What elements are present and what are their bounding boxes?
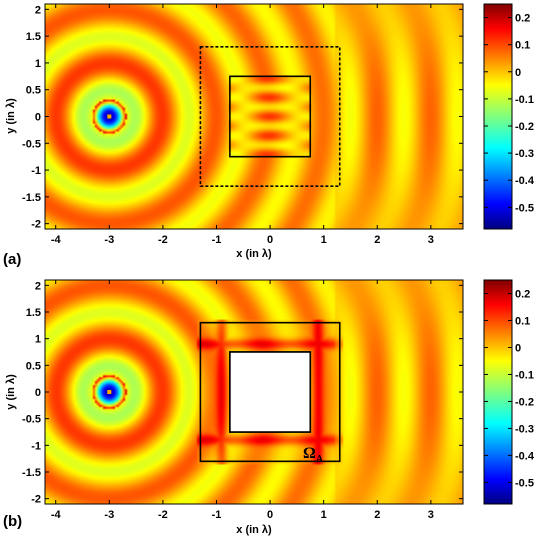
colorbar-tick-label-b-0: 0.2 — [515, 288, 530, 300]
colorbar-tick-label-b-5: -0.3 — [515, 423, 534, 435]
y-tick-label-a-3: 0.5 — [26, 85, 41, 97]
x-tick-label-b-0: -4 — [51, 509, 62, 521]
colorbar-tick-label-b-4: -0.2 — [515, 396, 534, 408]
colorbar-tick-label-b-7: -0.5 — [515, 477, 534, 489]
colorbar-tick-label-b-2: 0 — [515, 342, 521, 354]
panel-label-b: (b) — [3, 513, 22, 530]
colorbar-tick-label-a-7: -0.5 — [515, 202, 534, 214]
colorbar-tick-label-b-3: -0.1 — [515, 369, 534, 381]
x-tick-label-b-2: -2 — [158, 509, 168, 521]
region-label: ΩA — [303, 445, 324, 465]
heatmap-a — [45, 4, 463, 229]
x-tick-label-a-6: 2 — [374, 234, 380, 246]
y-tick-label-b-8: -2 — [31, 494, 41, 506]
x-tick-label-a-2: -2 — [158, 234, 168, 246]
colorbar-gradient-a — [483, 3, 513, 230]
x-tick-label-b-6: 2 — [374, 509, 380, 521]
y-tick-label-a-4: 0 — [35, 112, 41, 124]
boxes-b — [199, 321, 341, 463]
source-marker-b — [107, 390, 112, 394]
y-tick-label-a-0: 2 — [35, 4, 41, 16]
x-tick-label-a-7: 3 — [428, 234, 434, 246]
colorbar-tick-label-a-6: -0.4 — [515, 175, 535, 187]
x-tick-label-a-1: -3 — [104, 234, 114, 246]
x-tick-label-a-4: 0 — [267, 234, 273, 246]
y-tick-label-b-7: -1.5 — [22, 467, 41, 479]
colorbar-gradient-b — [483, 279, 513, 505]
colorbar-tick-label-a-5: -0.3 — [515, 148, 534, 160]
x-axis-a: -4 -3 -2 -1 0 1 2 3 — [51, 4, 434, 246]
y-tick-label-a-5: -0.5 — [22, 138, 41, 150]
cloak-region-b — [229, 351, 312, 433]
y-axis-b: 2 1.5 1 0.5 0 -0.5 -1 -1.5 -2 — [22, 280, 463, 506]
x-tick-label-a-3: -1 — [212, 234, 222, 246]
colorbar-tick-label-a-0: 0.2 — [515, 13, 530, 25]
x-tick-label-b-1: -3 — [104, 509, 114, 521]
colorbar-tick-label-b-6: -0.4 — [515, 450, 535, 462]
y-tick-label-a-2: 1 — [35, 58, 41, 70]
x-axis-b: -4 -3 -2 -1 0 1 2 3 — [51, 280, 434, 521]
y-tick-label-b-0: 2 — [35, 280, 41, 292]
x-axis-label-b: x (in λ) — [236, 524, 272, 536]
region-box-a-1 — [199, 46, 341, 187]
y-tick-label-b-5: -0.5 — [22, 414, 41, 426]
colorbar-a: 0.2 0.1 0 -0.1 -0.2 -0.3 -0.4 -0.5 — [483, 3, 535, 230]
y-tick-label-a-8: -2 — [31, 219, 41, 231]
panel-a: -4 -3 -2 -1 0 1 2 3 2 1.5 1 0.5 0 -0.5 -1 -1.5 -2 x (in… — [3, 3, 535, 268]
colorbar-tick-label-a-3: -0.1 — [515, 94, 534, 106]
y-tick-label-a-1: 1.5 — [26, 31, 41, 43]
colorbar-ticks-b: 0.2 0.1 0 -0.1 -0.2 -0.3 -0.4 -0.5 — [484, 288, 535, 489]
y-tick-label-b-2: 1 — [35, 334, 41, 346]
y-tick-label-a-7: -1.5 — [22, 192, 41, 204]
x-axis-label-a: x (in λ) — [236, 248, 272, 260]
y-axis-a: 2 1.5 1 0.5 0 -0.5 -1 -1.5 -2 — [22, 4, 463, 231]
x-tick-label-b-7: 3 — [428, 509, 434, 521]
field-map-a — [45, 4, 463, 229]
y-tick-label-b-1: 1.5 — [26, 307, 41, 319]
region-box-b-0 — [199, 321, 341, 463]
panel-label-a: (a) — [3, 251, 21, 268]
x-tick-label-b-3: -1 — [212, 509, 222, 521]
boxes-a — [199, 46, 341, 187]
panel-b: ΩA -4 -3 -2 -1 0 1 2 3 2 1.5 1 0.5 0 -0.5 -1 -1.5 -2 x … — [3, 279, 535, 536]
colorbar-ticks-a: 0.2 0.1 0 -0.1 -0.2 -0.3 -0.4 -0.5 — [484, 13, 535, 214]
y-axis-label-b: y (in λ) — [5, 374, 17, 410]
colorbar-b: 0.2 0.1 0 -0.1 -0.2 -0.3 -0.4 -0.5 — [483, 279, 535, 505]
y-axis-label-a: y (in λ) — [5, 98, 17, 134]
x-tick-label-a-5: 1 — [321, 234, 327, 246]
colorbar-tick-label-a-1: 0.1 — [515, 40, 530, 52]
colorbar-tick-label-a-4: -0.2 — [515, 121, 534, 133]
x-tick-label-b-4: 0 — [267, 509, 273, 521]
region-box-a-0 — [229, 75, 312, 158]
colorbar-tick-label-a-2: 0 — [515, 67, 521, 79]
x-tick-label-a-0: -4 — [51, 234, 62, 246]
source-marker-a — [107, 114, 112, 119]
y-tick-label-b-3: 0.5 — [26, 360, 41, 372]
x-tick-label-b-5: 1 — [321, 509, 327, 521]
y-tick-label-b-6: -1 — [31, 440, 41, 452]
y-tick-label-b-4: 0 — [35, 387, 41, 399]
y-tick-label-a-6: -1 — [31, 165, 41, 177]
colorbar-tick-label-b-1: 0.1 — [515, 315, 530, 327]
